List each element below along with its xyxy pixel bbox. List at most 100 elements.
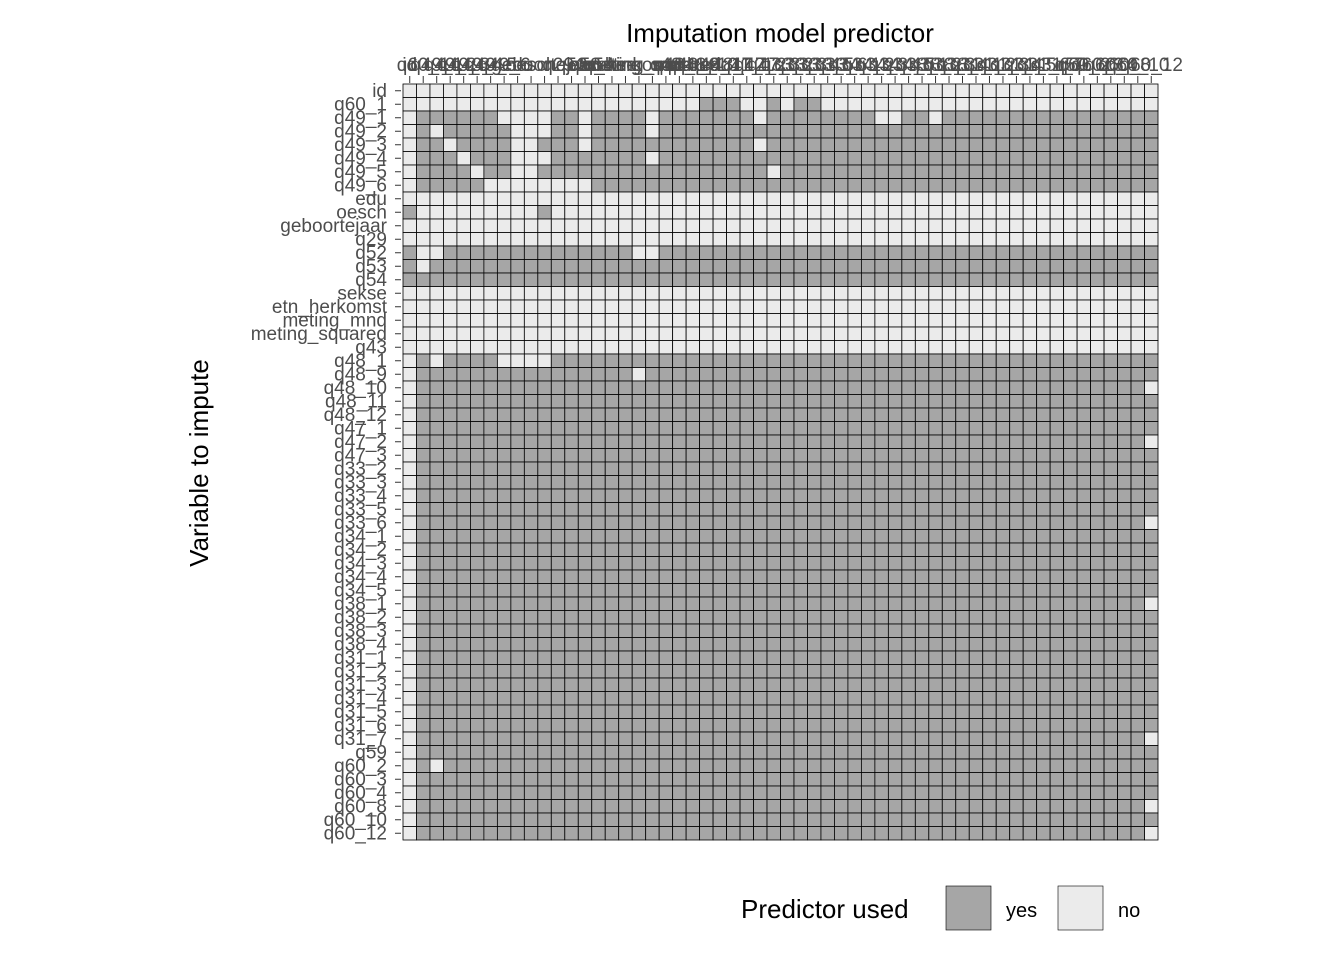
heatmap-cell-q31_5-q60_8	[1117, 704, 1132, 719]
heatmap-cell-q38_4-q31_6	[1036, 637, 1051, 652]
heatmap-cell-meting_mnd-q54	[591, 313, 606, 328]
heatmap-cell-q33_3-q31_4	[1009, 475, 1024, 490]
y-tick-label: q48_1	[334, 351, 387, 372]
heatmap-cell-q31_5-q34_3	[874, 704, 889, 719]
heatmap-cell-q48_10-oesch	[523, 380, 539, 395]
heatmap-cell-q34_3-q49_1	[429, 556, 444, 571]
heatmap-cell-q53-meting_squared	[645, 259, 660, 274]
heatmap-cell-q38_4-q47_1	[739, 637, 754, 652]
heatmap-cell-q60_4-q60_3	[1090, 785, 1105, 800]
heatmap-cell-q48_1-q60_2	[1076, 353, 1091, 368]
heatmap-cell-q33_2-q31_4	[1009, 461, 1024, 476]
heatmap-cell-q47_2-q29	[550, 434, 566, 449]
heatmap-cell-q47_1-edu	[510, 421, 525, 436]
x-tick-label: q34_5	[882, 55, 935, 76]
heatmap-cell-sekse-q60_8	[1117, 286, 1132, 301]
heatmap-cell-q34_4-q31_7	[1049, 569, 1065, 584]
heatmap-cell-q47_2-geboortejaar	[537, 434, 552, 449]
heatmap-cell-q49_6-q47_1	[739, 178, 754, 193]
heatmap-cell-q49_2-meting_squared	[645, 124, 660, 139]
heatmap-cell-q54-q31_7	[1049, 272, 1065, 287]
heatmap-cell-q48_10-q49_2	[443, 380, 458, 395]
heatmap-cell-q49_3-q33_3	[793, 137, 808, 152]
heatmap-cell-q60_4-geboortejaar	[537, 785, 552, 800]
heatmap-cell-q49_4-id	[402, 151, 417, 166]
heatmap-cell-q38_3-q33_4	[807, 623, 822, 638]
heatmap-cell-q33_6-q38_2	[928, 515, 943, 530]
x-tick-labels: idq60_1q49_1q49_2q49_3q49_4q49_5q49_6edu…	[397, 55, 1183, 83]
heatmap-cell-q60_12-q43	[658, 826, 674, 841]
heatmap-cell-q31_4-q49_3	[456, 691, 471, 706]
heatmap-cell-q34_2-etn_herkomst	[618, 542, 633, 557]
heatmap-cell-q34_4-q49_6	[496, 569, 512, 584]
heatmap-cell-meting_squared-q33_3	[793, 326, 808, 341]
heatmap-cell-q29-q33_4	[807, 232, 822, 247]
heatmap-cell-q59-q60_12	[1144, 745, 1159, 760]
heatmap-cell-q34_4-q31_3	[995, 569, 1011, 584]
heatmap-cell-q43-q34_2	[860, 340, 876, 355]
heatmap-cell-q49_1-q53	[577, 110, 593, 125]
heatmap-cell-q60_2-q48_10	[699, 758, 714, 773]
heatmap-cell-q49_4-meting_squared	[645, 151, 660, 166]
heatmap-cell-q31_6-sekse	[604, 718, 620, 733]
heatmap-cell-q38_2-q31_3	[995, 610, 1011, 625]
heatmap-cell-q47_2-q34_3	[874, 434, 889, 449]
heatmap-cell-q48_11-q33_6	[834, 394, 849, 409]
heatmap-cell-q48_12-q49_6	[496, 407, 512, 422]
heatmap-cell-q49_3-q49_6	[496, 137, 512, 152]
heatmap-cell-q33_4-q52	[564, 488, 579, 503]
y-tick-label: q48_12	[324, 405, 387, 426]
heatmap-cell-q60_4-meting_mnd	[631, 785, 647, 800]
heatmap-cell-q60_1-q60_1	[416, 97, 431, 112]
heatmap-cell-q31_6-q49_1	[429, 718, 444, 733]
heatmap-cell-q60_4-q48_11	[712, 785, 727, 800]
heatmap-cell-q47_1-q60_8	[1117, 421, 1132, 436]
heatmap-cell-q38_3-q60_1	[416, 623, 431, 638]
heatmap-cell-q49_2-q33_5	[820, 124, 835, 139]
heatmap-cell-q34_5-q33_6	[834, 583, 849, 598]
heatmap-cell-q48_11-q38_3	[941, 394, 957, 409]
heatmap-cell-edu-sekse	[604, 191, 620, 206]
heatmap-cell-q60_12-q60_1	[416, 826, 431, 841]
heatmap-cell-q31_4-q31_5	[1022, 691, 1038, 706]
heatmap-cell-q60_2-q60_2	[1076, 758, 1091, 773]
heatmap-cell-q31_4-q47_1	[739, 691, 754, 706]
heatmap-cell-q34_4-q43	[658, 569, 674, 584]
heatmap-cell-q33_3-q53	[577, 475, 593, 490]
heatmap-cell-q49_5-q60_1	[416, 164, 431, 179]
heatmap-cell-q49_3-q43	[658, 137, 674, 152]
heatmap-cell-meting_squared-sekse	[604, 326, 620, 341]
heatmap-cell-q49_6-q31_3	[995, 178, 1011, 193]
heatmap-cell-q48_11-q49_3	[456, 394, 471, 409]
heatmap-cell-q48_10-geboortejaar	[537, 380, 552, 395]
heatmap-cell-q60_12-q60_4	[1103, 826, 1118, 841]
heatmap-cell-q60_10-q43	[658, 812, 674, 827]
heatmap-cell-q34_5-q53	[577, 583, 593, 598]
heatmap-cell-q48_12-oesch	[523, 407, 539, 422]
heatmap-cell-q34_1-q43	[658, 529, 674, 544]
heatmap-cell-q29-q38_4	[955, 232, 970, 247]
heatmap-cell-q33_5-q38_1	[914, 502, 930, 517]
heatmap-cell-q34_1-q60_8	[1117, 529, 1132, 544]
heatmap-cell-q60_8-q54	[591, 799, 606, 814]
heatmap-cell-q38_4-q48_11	[712, 637, 727, 652]
heatmap-cell-q34_3-q31_1	[968, 556, 984, 571]
heatmap-cell-q48_1-q48_1	[672, 353, 687, 368]
heatmap-cell-q49_2-q53	[577, 124, 593, 139]
heatmap-cell-q60_3-q31_2	[982, 772, 997, 787]
heatmap-cell-q33_3-meting_squared	[645, 475, 660, 490]
heatmap-cell-q38_2-q49_3	[456, 610, 471, 625]
heatmap-cell-q53-q47_3	[766, 259, 781, 274]
heatmap-cell-q59-q59	[1063, 745, 1078, 760]
heatmap-cell-q38_3-q34_5	[901, 623, 916, 638]
heatmap-cell-q33_2-q48_9	[685, 461, 701, 476]
heatmap-cell-geboortejaar-q53	[577, 218, 593, 233]
heatmap-cell-q60_2-q31_2	[982, 758, 997, 773]
heatmap-cell-q48_10-q47_3	[766, 380, 781, 395]
heatmap-cell-q47_2-q33_3	[793, 434, 808, 449]
heatmap-cell-q31_5-q59	[1063, 704, 1078, 719]
heatmap-cell-q33_5-edu	[510, 502, 525, 517]
heatmap-cell-q31_1-q34_5	[901, 650, 916, 665]
heatmap-cell-q34_3-q34_2	[860, 556, 876, 571]
heatmap-cell-q47_3-q49_2	[443, 448, 458, 463]
